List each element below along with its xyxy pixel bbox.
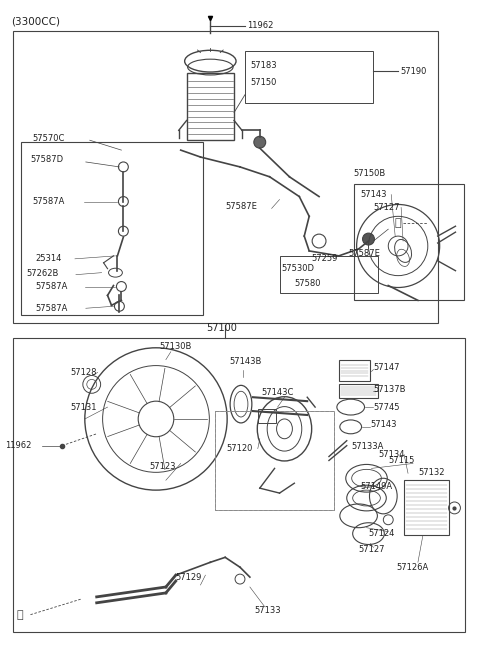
Bar xyxy=(187,73,234,140)
Bar xyxy=(279,256,378,294)
Circle shape xyxy=(362,233,374,245)
Text: 11962: 11962 xyxy=(5,441,31,450)
Text: 57183: 57183 xyxy=(250,61,276,69)
Text: 57149A: 57149A xyxy=(360,482,393,490)
Bar xyxy=(339,384,378,398)
Text: 57120: 57120 xyxy=(226,444,252,453)
Text: 57132: 57132 xyxy=(418,468,444,477)
Text: 57143: 57143 xyxy=(360,190,387,199)
Text: 57129: 57129 xyxy=(176,573,202,581)
Bar xyxy=(245,51,373,103)
Text: 57150B: 57150B xyxy=(354,170,386,178)
Text: 57570C: 57570C xyxy=(33,134,65,143)
Bar xyxy=(258,409,276,423)
Text: 57124: 57124 xyxy=(369,529,395,538)
Bar xyxy=(339,360,371,381)
Text: 57587A: 57587A xyxy=(33,197,65,206)
Bar xyxy=(404,480,448,535)
Text: 57587E: 57587E xyxy=(225,202,257,211)
Text: 11962: 11962 xyxy=(247,21,273,30)
Text: 57137B: 57137B xyxy=(373,385,406,394)
Text: 57131: 57131 xyxy=(70,403,96,412)
Text: 57127: 57127 xyxy=(359,545,385,554)
Text: 25314: 25314 xyxy=(36,254,62,263)
Text: 57587A: 57587A xyxy=(36,304,68,313)
Text: 57134: 57134 xyxy=(378,450,405,459)
Text: 57150: 57150 xyxy=(250,79,276,87)
Text: 57123: 57123 xyxy=(149,462,176,471)
Text: 57115: 57115 xyxy=(388,456,415,465)
Text: 57745: 57745 xyxy=(373,403,400,412)
Text: 57190: 57190 xyxy=(400,67,427,75)
Text: 57259: 57259 xyxy=(311,254,337,263)
Text: 57143: 57143 xyxy=(371,420,397,430)
Text: Ⓐ: Ⓐ xyxy=(394,218,401,228)
Text: 57587D: 57587D xyxy=(30,156,63,164)
Bar xyxy=(12,32,438,323)
Text: 57133A: 57133A xyxy=(352,442,384,451)
Text: 57100: 57100 xyxy=(206,323,237,333)
Circle shape xyxy=(254,136,266,148)
Text: 57126A: 57126A xyxy=(396,563,429,572)
Bar xyxy=(216,411,334,510)
Bar xyxy=(216,411,334,510)
Text: 57128: 57128 xyxy=(70,368,96,377)
Text: 57143C: 57143C xyxy=(262,388,294,397)
Text: Ⓐ: Ⓐ xyxy=(17,610,23,620)
Text: 57587E: 57587E xyxy=(349,249,381,259)
Text: 57530D: 57530D xyxy=(281,264,314,273)
Text: 57130B: 57130B xyxy=(159,343,192,351)
Bar xyxy=(354,183,464,300)
Text: (3300CC): (3300CC) xyxy=(11,16,60,26)
Text: 57580: 57580 xyxy=(294,279,321,288)
Text: 57127: 57127 xyxy=(373,203,400,212)
Bar xyxy=(12,338,466,632)
Text: 57587A: 57587A xyxy=(36,282,68,291)
Text: 57133: 57133 xyxy=(255,607,281,615)
Text: 57147: 57147 xyxy=(373,363,400,372)
Bar xyxy=(21,142,204,315)
Text: 57262B: 57262B xyxy=(26,269,59,278)
Text: 57143B: 57143B xyxy=(229,357,262,366)
